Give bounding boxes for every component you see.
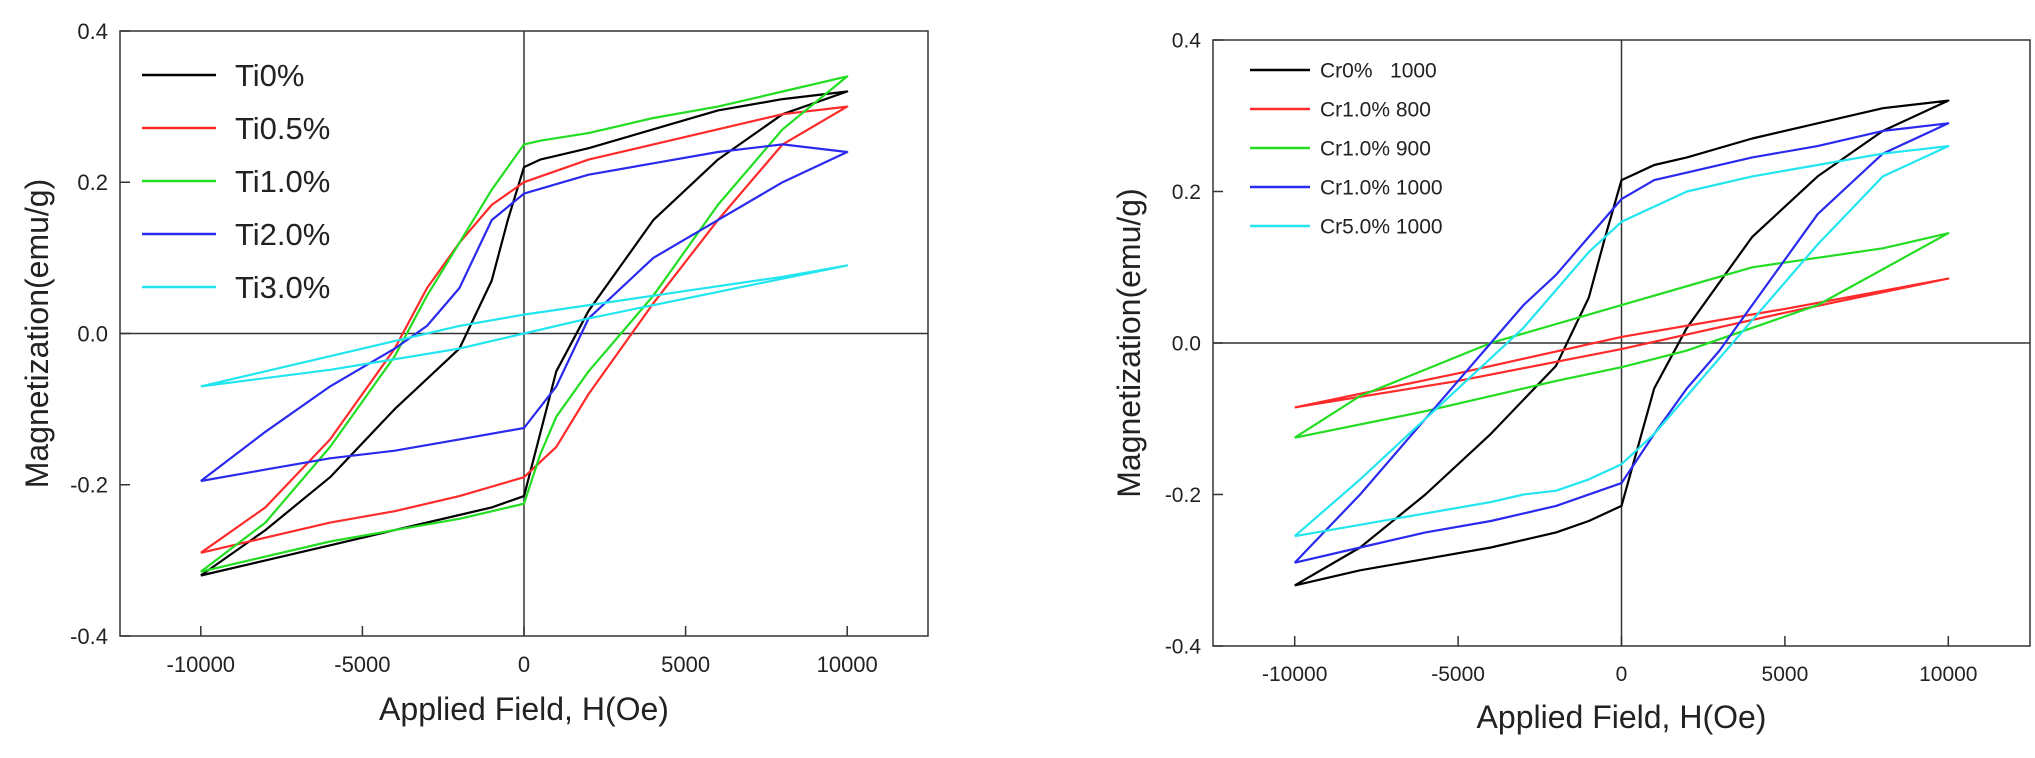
legend-label: Cr1.0% 900: [1320, 138, 1431, 161]
y-tick-label: -0.4: [70, 624, 108, 649]
legend-label: Cr5.0% 1000: [1320, 216, 1443, 239]
chart-panel-1: -10000 -5000 0 5000 10000 -0.4 -0.2 0.0 0.2 0.4 Ap…: [19, 19, 929, 727]
legend-label: Ti3.0%: [235, 270, 330, 305]
y-tick-label: 0.0: [1172, 333, 1201, 356]
x-tick-label: 0: [518, 652, 530, 677]
x-tick-label: -5000: [334, 652, 390, 677]
x-tick-label: 10000: [817, 652, 878, 677]
y-axis-label: Magnetization(emu/g): [19, 179, 55, 488]
series-line-3: [200, 75, 849, 573]
series-line-4: [200, 143, 849, 483]
y-tick-label: 0.2: [1172, 181, 1201, 204]
legend-label: Ti1.0%: [235, 164, 330, 199]
series-line-4: [1293, 122, 1950, 564]
y-tick-label: -0.4: [1165, 636, 1202, 659]
series-line-1: [1294, 99, 1950, 587]
y-tick-label: 0.4: [1172, 30, 1202, 53]
x-tick-label: 0: [1616, 663, 1628, 686]
legend-label: Ti2.0%: [235, 217, 330, 252]
series-line-2: [1294, 277, 1950, 409]
y-tick-label: 0.2: [77, 170, 108, 195]
series-line-1: [200, 90, 849, 577]
legend: Cr0% 1000 Cr1.0% 800 Cr1.0% 900 Cr1.0% 1000…: [1250, 60, 1443, 239]
x-tick-label: 5000: [661, 652, 710, 677]
legend-label: Cr0% 1000: [1320, 60, 1437, 83]
x-axis-label: Applied Field, H(Oe): [1477, 699, 1767, 735]
x-tick-label: 10000: [1919, 663, 1977, 686]
x-axis-label: Applied Field, H(Oe): [379, 691, 669, 727]
y-tick-label: -0.2: [70, 473, 108, 498]
legend-label: Cr1.0% 1000: [1320, 177, 1443, 200]
x-tick-label: -10000: [1262, 663, 1327, 686]
x-tick-label: 5000: [1762, 663, 1809, 686]
x-tick-label: -5000: [1431, 663, 1485, 686]
series-line-5: [200, 264, 849, 388]
series-line-2: [200, 105, 849, 554]
x-tick-label: -10000: [167, 652, 236, 677]
legend-label: Ti0.5%: [235, 111, 330, 146]
legend-label: Cr1.0% 800: [1320, 99, 1431, 122]
chart-panel-2: -10000 -5000 0 5000 10000 -0.4 -0.2 0.0 0.2 0.4 Ap…: [1111, 30, 2031, 735]
y-axis-label: Magnetization(emu/g): [1111, 188, 1147, 497]
y-tick-label: 0.0: [77, 321, 108, 346]
y-tick-label: -0.2: [1165, 484, 1201, 507]
legend: Ti0% Ti0.5% Ti1.0% Ti2.0% Ti3.0%: [142, 58, 330, 305]
legend-label: Ti0%: [235, 58, 304, 93]
series-line-5: [1293, 145, 1950, 538]
y-tick-label: 0.4: [77, 19, 108, 44]
